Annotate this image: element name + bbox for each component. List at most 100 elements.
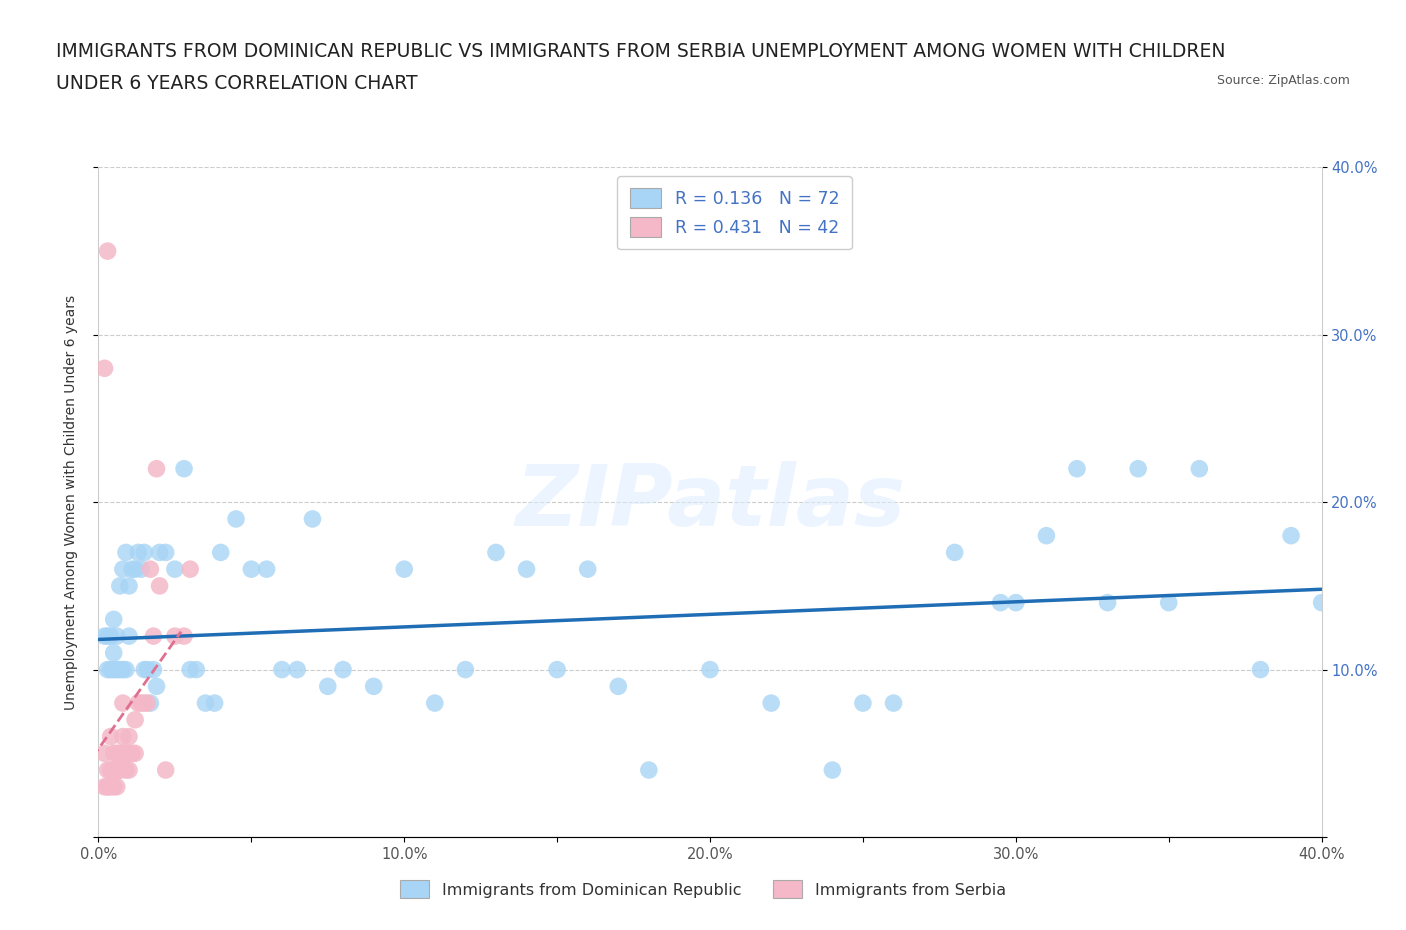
Point: [111, 662, 134, 677]
Point: [108, 662, 131, 677]
Point: [142, 662, 165, 677]
Text: Source: ZipAtlas.com: Source: ZipAtlas.com: [1216, 74, 1350, 87]
Point: [103, 763, 125, 777]
Point: [136, 696, 159, 711]
Point: [256, 562, 278, 577]
Point: [108, 763, 131, 777]
Point: [173, 461, 195, 476]
Point: [129, 696, 152, 711]
Point: [100, 729, 122, 744]
Point: [97, 244, 120, 259]
Point: [637, 763, 661, 777]
Point: [204, 696, 226, 711]
Text: IMMIGRANTS FROM DOMINICAN REPUBLIC VS IMMIGRANTS FROM SERBIA UNEMPLOYMENT AMONG : IMMIGRANTS FROM DOMINICAN REPUBLIC VS IM…: [56, 42, 1226, 60]
Point: [316, 679, 339, 694]
Point: [97, 779, 120, 794]
Point: [225, 512, 247, 526]
Point: [149, 545, 172, 560]
Point: [485, 545, 508, 560]
Point: [118, 578, 141, 593]
Point: [1279, 528, 1302, 543]
Point: [142, 629, 165, 644]
Point: [1310, 595, 1333, 610]
Point: [124, 746, 146, 761]
Point: [149, 578, 172, 593]
Point: [943, 545, 966, 560]
Point: [155, 763, 177, 777]
Point: [108, 746, 131, 761]
Point: [139, 562, 162, 577]
Point: [516, 562, 538, 577]
Point: [97, 662, 120, 677]
Point: [93, 629, 115, 644]
Point: [121, 562, 143, 577]
Point: [108, 578, 131, 593]
Point: [1128, 461, 1150, 476]
Point: [124, 712, 146, 727]
Point: [392, 562, 416, 577]
Point: [990, 595, 1012, 610]
Point: [115, 662, 138, 677]
Point: [103, 779, 125, 794]
Point: [134, 662, 156, 677]
Point: [759, 696, 782, 711]
Point: [93, 746, 115, 761]
Point: [100, 629, 122, 644]
Point: [285, 662, 308, 677]
Text: UNDER 6 YEARS CORRELATION CHART: UNDER 6 YEARS CORRELATION CHART: [56, 74, 418, 93]
Point: [111, 562, 134, 577]
Point: [118, 746, 141, 761]
Point: [145, 461, 167, 476]
Point: [97, 763, 120, 777]
Point: [97, 629, 120, 644]
Point: [134, 545, 156, 560]
Point: [111, 729, 134, 744]
Point: [240, 562, 263, 577]
Point: [115, 763, 138, 777]
Point: [546, 662, 568, 677]
Point: [209, 545, 232, 560]
Point: [1066, 461, 1088, 476]
Point: [105, 746, 128, 761]
Point: [821, 763, 844, 777]
Point: [301, 512, 323, 526]
Point: [363, 679, 385, 694]
Point: [105, 629, 128, 644]
Point: [270, 662, 292, 677]
Point: [100, 779, 122, 794]
Point: [100, 763, 122, 777]
Point: [1035, 528, 1057, 543]
Point: [454, 662, 477, 677]
Point: [179, 662, 201, 677]
Point: [155, 545, 177, 560]
Point: [186, 662, 208, 677]
Point: [1097, 595, 1119, 610]
Point: [576, 562, 599, 577]
Point: [332, 662, 354, 677]
Point: [93, 779, 115, 794]
Point: [108, 763, 131, 777]
Point: [105, 763, 128, 777]
Point: [423, 696, 446, 711]
Point: [103, 746, 125, 761]
Point: [103, 645, 125, 660]
Point: [136, 662, 159, 677]
Point: [607, 679, 630, 694]
Point: [129, 562, 152, 577]
Point: [139, 696, 162, 711]
Point: [883, 696, 905, 711]
Point: [97, 779, 120, 794]
Point: [134, 696, 156, 711]
Legend: R = 0.136   N = 72, R = 0.431   N = 42: R = 0.136 N = 72, R = 0.431 N = 42: [617, 176, 852, 249]
Point: [124, 562, 146, 577]
Point: [163, 629, 186, 644]
Point: [100, 662, 122, 677]
Point: [118, 629, 141, 644]
Legend: Immigrants from Dominican Republic, Immigrants from Serbia: Immigrants from Dominican Republic, Immi…: [391, 870, 1015, 908]
Point: [115, 746, 138, 761]
Point: [127, 696, 149, 711]
Point: [145, 679, 167, 694]
Point: [194, 696, 217, 711]
Point: [103, 612, 125, 627]
Y-axis label: Unemployment Among Women with Children Under 6 years: Unemployment Among Women with Children U…: [63, 295, 77, 710]
